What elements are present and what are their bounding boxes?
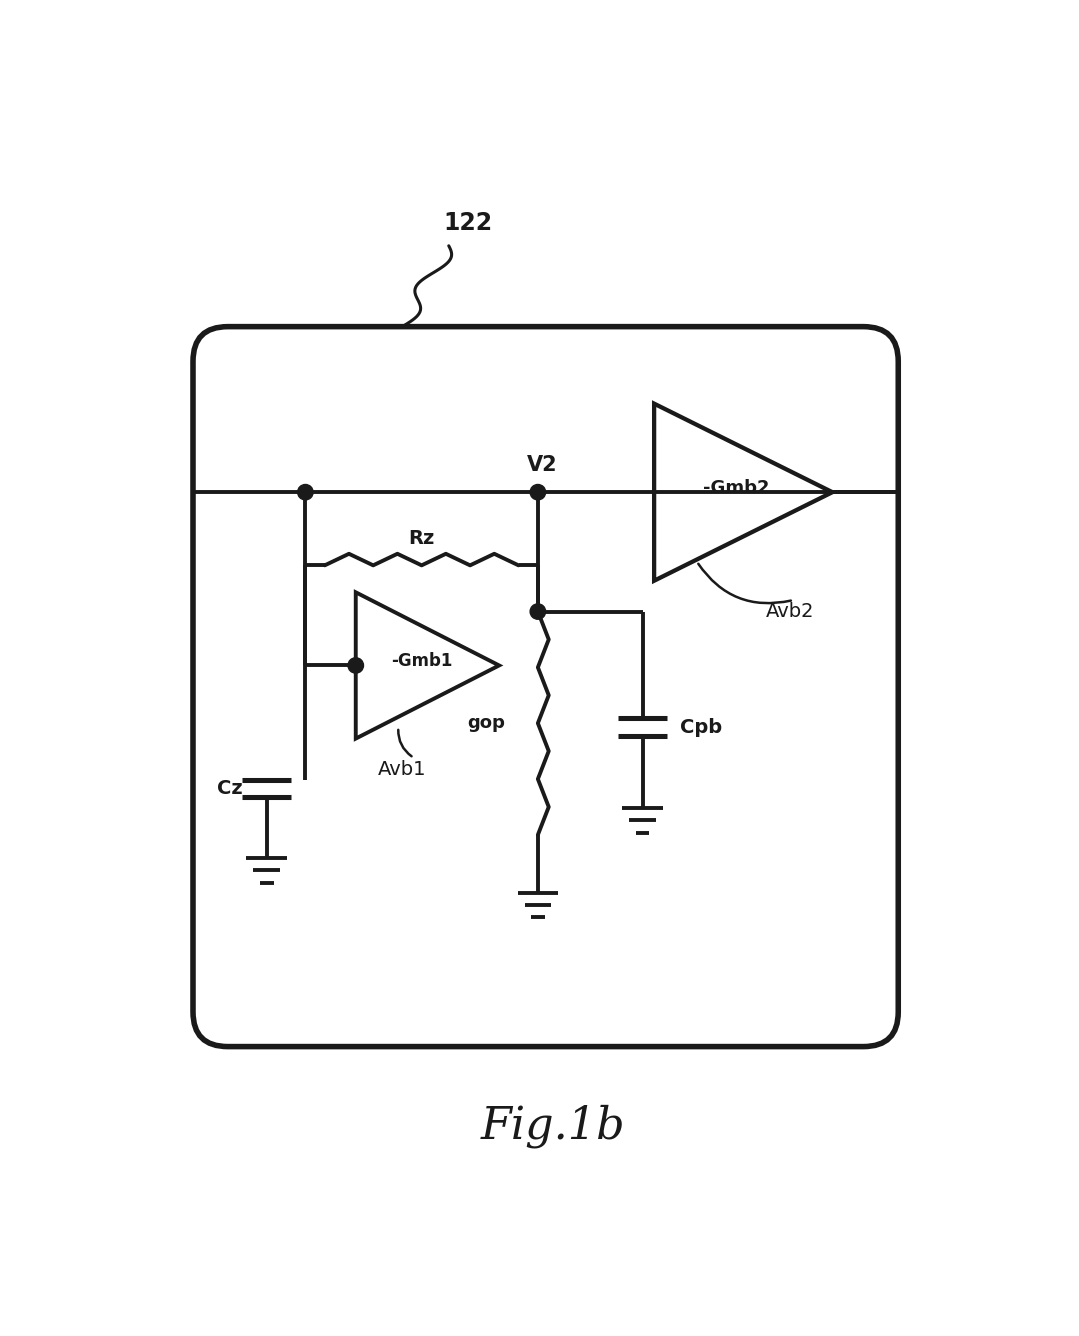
Text: Rz: Rz — [409, 529, 435, 548]
Text: -Gmb2: -Gmb2 — [702, 480, 769, 497]
Circle shape — [530, 604, 546, 620]
Text: Cpb: Cpb — [680, 717, 722, 736]
Text: Cz: Cz — [217, 779, 243, 798]
Text: gop: gop — [467, 715, 505, 732]
Text: Fig.1b: Fig.1b — [481, 1104, 626, 1148]
Text: 122: 122 — [443, 211, 493, 235]
Circle shape — [298, 485, 313, 500]
Text: -Gmb1: -Gmb1 — [391, 652, 452, 669]
Text: Avb1: Avb1 — [378, 760, 426, 779]
Text: Avb2: Avb2 — [765, 603, 814, 621]
Circle shape — [530, 485, 546, 500]
Text: V2: V2 — [527, 456, 557, 476]
FancyBboxPatch shape — [193, 326, 898, 1046]
Circle shape — [349, 657, 364, 673]
